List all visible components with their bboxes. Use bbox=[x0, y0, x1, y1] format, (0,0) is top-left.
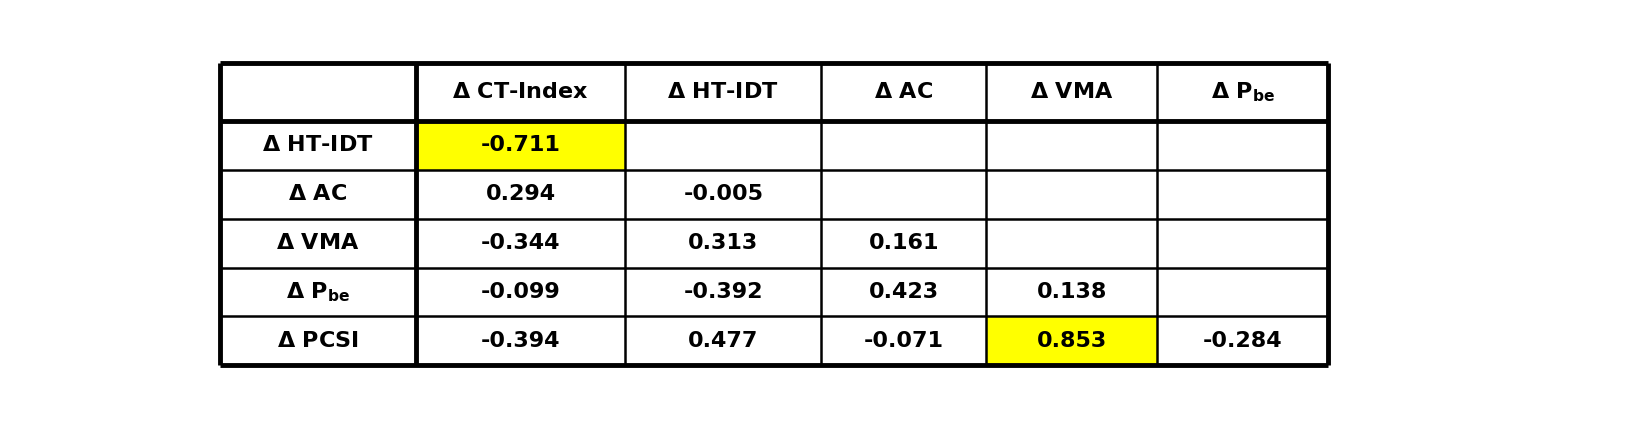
Text: -0.711: -0.711 bbox=[481, 135, 561, 155]
Bar bbox=[625, 219, 821, 268]
Bar bbox=[625, 170, 821, 219]
Text: $\mathbf{\Delta}$ $\mathbf{P}_{\mathbf{be}}$: $\mathbf{\Delta}$ $\mathbf{P}_{\mathbf{b… bbox=[286, 280, 350, 304]
Bar bbox=[625, 268, 821, 317]
Text: 0.313: 0.313 bbox=[688, 233, 759, 253]
Bar bbox=[415, 63, 625, 121]
Bar bbox=[219, 63, 415, 121]
Text: -0.344: -0.344 bbox=[481, 233, 561, 253]
Text: -0.392: -0.392 bbox=[683, 282, 764, 302]
Bar bbox=[986, 219, 1158, 268]
Text: $\mathbf{\Delta}$ $\mathbf{P}_{\mathbf{be}}$: $\mathbf{\Delta}$ $\mathbf{P}_{\mathbf{b… bbox=[1210, 80, 1275, 104]
Bar bbox=[1158, 268, 1328, 317]
Bar bbox=[821, 219, 986, 268]
Text: -0.071: -0.071 bbox=[863, 331, 943, 351]
Bar bbox=[986, 317, 1158, 365]
Text: $\mathbf{\Delta}$ $\mathbf{VMA}$: $\mathbf{\Delta}$ $\mathbf{VMA}$ bbox=[1030, 82, 1113, 102]
Bar bbox=[821, 63, 986, 121]
Text: $\mathbf{\Delta}$ $\mathbf{HT}$-$\mathbf{IDT}$: $\mathbf{\Delta}$ $\mathbf{HT}$-$\mathbf… bbox=[667, 82, 780, 102]
Bar bbox=[415, 170, 625, 219]
Text: 0.138: 0.138 bbox=[1037, 282, 1107, 302]
Text: -0.394: -0.394 bbox=[481, 331, 561, 351]
Text: $\mathbf{\Delta}$ $\mathbf{CT}$-$\mathbf{Index}$: $\mathbf{\Delta}$ $\mathbf{CT}$-$\mathbf… bbox=[453, 82, 589, 102]
Bar bbox=[625, 63, 821, 121]
Bar bbox=[415, 121, 625, 170]
Bar bbox=[1158, 63, 1328, 121]
Bar bbox=[821, 317, 986, 365]
Text: 0.161: 0.161 bbox=[868, 233, 938, 253]
Bar bbox=[1158, 219, 1328, 268]
Bar bbox=[219, 219, 415, 268]
Bar bbox=[219, 121, 415, 170]
Bar bbox=[1158, 170, 1328, 219]
Bar bbox=[415, 268, 625, 317]
Bar bbox=[821, 121, 986, 170]
Bar bbox=[1158, 317, 1328, 365]
Text: 0.853: 0.853 bbox=[1037, 331, 1107, 351]
Bar bbox=[219, 268, 415, 317]
Text: $\mathbf{\Delta}$ $\mathbf{AC}$: $\mathbf{\Delta}$ $\mathbf{AC}$ bbox=[288, 184, 347, 204]
Bar bbox=[415, 317, 625, 365]
Bar bbox=[986, 121, 1158, 170]
Text: 0.477: 0.477 bbox=[688, 331, 759, 351]
Bar bbox=[219, 317, 415, 365]
Bar bbox=[625, 317, 821, 365]
Bar bbox=[625, 121, 821, 170]
Bar bbox=[986, 170, 1158, 219]
Bar bbox=[219, 170, 415, 219]
Text: 0.423: 0.423 bbox=[868, 282, 938, 302]
Text: $\mathbf{\Delta}$ $\mathbf{VMA}$: $\mathbf{\Delta}$ $\mathbf{VMA}$ bbox=[276, 233, 360, 253]
Text: 0.294: 0.294 bbox=[486, 184, 556, 204]
Bar bbox=[415, 219, 625, 268]
Text: $\mathbf{\Delta}$ $\mathbf{AC}$: $\mathbf{\Delta}$ $\mathbf{AC}$ bbox=[875, 82, 934, 102]
Text: -0.005: -0.005 bbox=[683, 184, 764, 204]
Text: -0.099: -0.099 bbox=[481, 282, 561, 302]
Bar bbox=[986, 268, 1158, 317]
Bar bbox=[986, 63, 1158, 121]
Text: $\mathbf{\Delta}$ $\mathbf{HT}$-$\mathbf{IDT}$: $\mathbf{\Delta}$ $\mathbf{HT}$-$\mathbf… bbox=[262, 135, 374, 155]
Bar bbox=[821, 170, 986, 219]
Bar bbox=[1158, 121, 1328, 170]
Bar bbox=[821, 268, 986, 317]
Text: -0.284: -0.284 bbox=[1203, 331, 1282, 351]
Text: $\mathbf{\Delta}$ $\mathbf{PCSI}$: $\mathbf{\Delta}$ $\mathbf{PCSI}$ bbox=[276, 331, 358, 351]
